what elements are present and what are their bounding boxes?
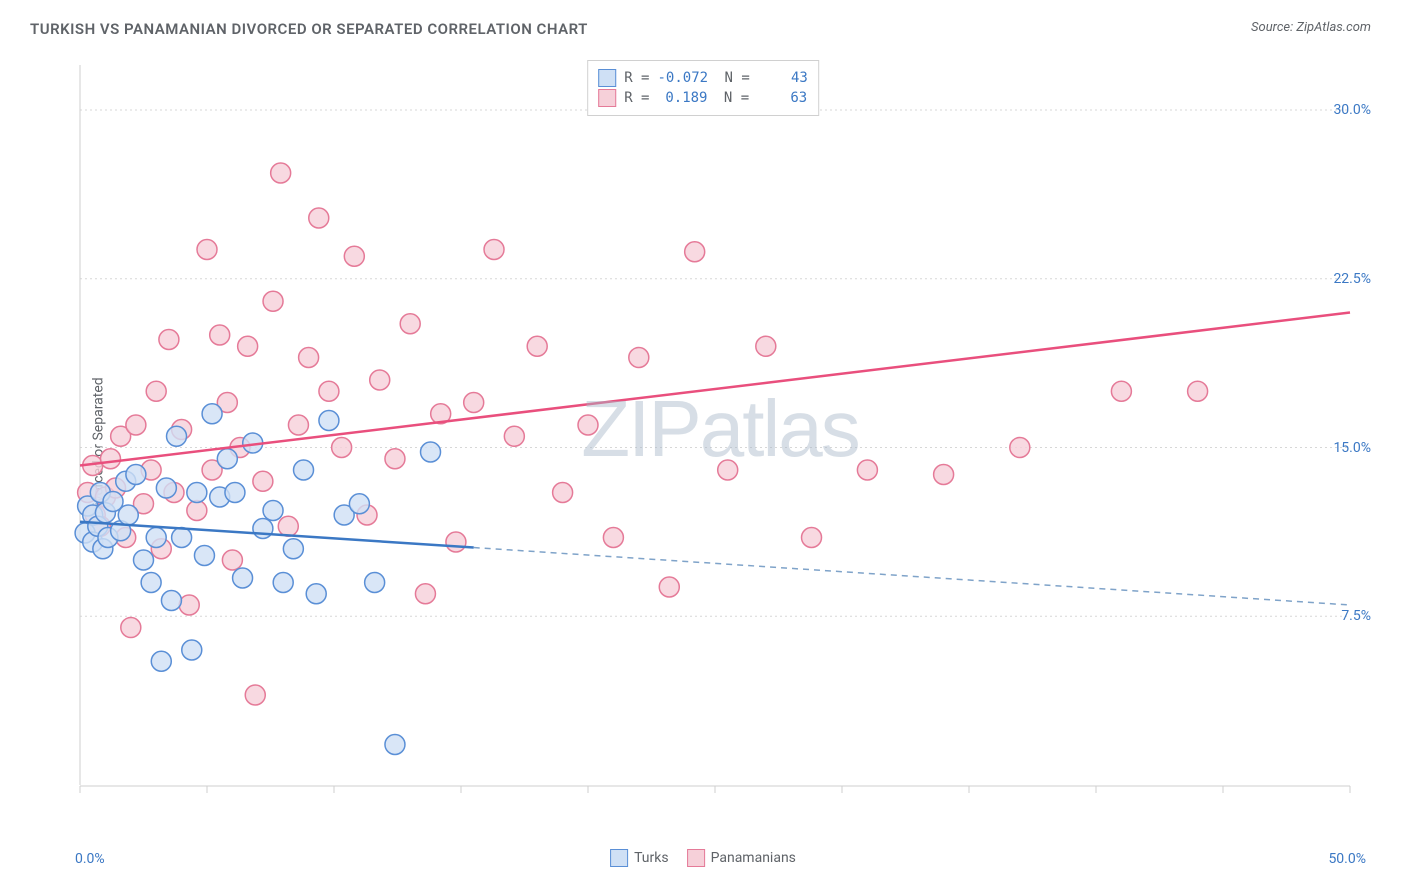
n-value-panamanians: 63 — [757, 90, 807, 106]
swatch-turks-icon — [610, 849, 628, 867]
legend-item-panamanians: Panamanians — [687, 849, 796, 867]
swatch-panamanians — [598, 89, 616, 107]
n-label: N = — [716, 70, 750, 86]
y-tick: 22.5% — [1333, 271, 1371, 287]
legend-label-turks: Turks — [634, 850, 669, 866]
scatter-chart — [70, 55, 1360, 815]
r-label: R = — [624, 90, 649, 106]
y-tick: 15.0% — [1333, 440, 1371, 456]
y-tick: 7.5% — [1341, 608, 1371, 624]
legend-item-turks: Turks — [610, 849, 669, 867]
source-label: Source: ZipAtlas.com — [1251, 20, 1371, 35]
legend-row-panamanians: R = 0.189 N = 63 — [598, 89, 808, 107]
n-label: N = — [716, 90, 750, 106]
correlation-legend: R = -0.072 N = 43 R = 0.189 N = 63 — [587, 60, 819, 116]
r-value-panamanians: 0.189 — [658, 90, 708, 106]
series-legend: Turks Panamanians — [610, 849, 796, 867]
r-value-turks: -0.072 — [658, 70, 709, 86]
swatch-turks — [598, 69, 616, 87]
y-tick: 30.0% — [1333, 102, 1371, 118]
n-value-turks: 43 — [758, 70, 808, 86]
swatch-panamanians-icon — [687, 849, 705, 867]
r-label: R = — [624, 70, 649, 86]
chart-title: TURKISH VS PANAMANIAN DIVORCED OR SEPARA… — [30, 20, 1376, 38]
x-max-label: 50.0% — [1328, 851, 1366, 867]
chart-area: ZIPatlas — [70, 55, 1370, 835]
legend-row-turks: R = -0.072 N = 43 — [598, 69, 808, 87]
legend-label-panamanians: Panamanians — [711, 850, 796, 866]
x-min-label: 0.0% — [75, 851, 105, 867]
